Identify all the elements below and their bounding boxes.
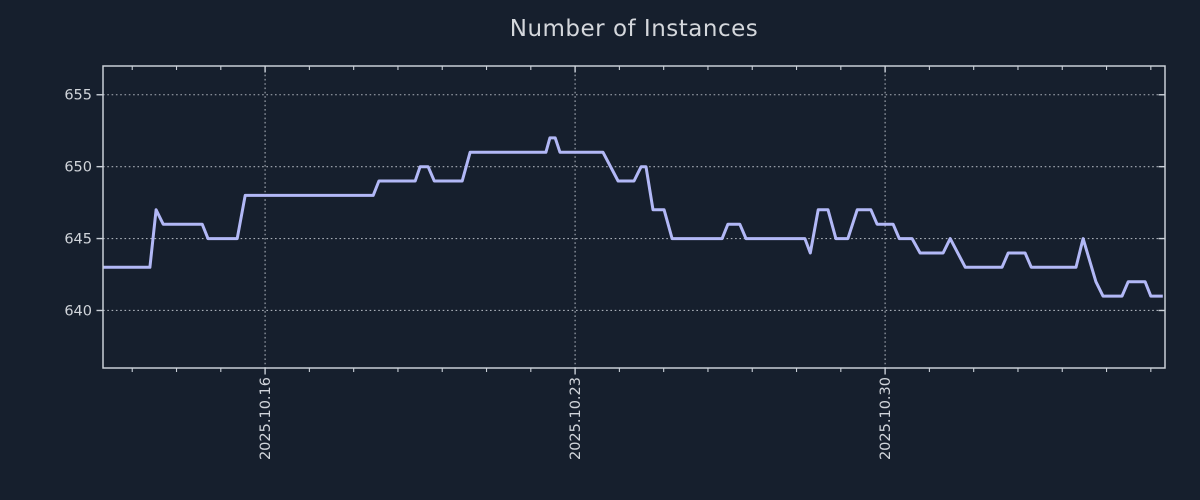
y-tick-label: 645: [64, 231, 92, 247]
x-tick-label: 2025.10.23: [568, 377, 584, 460]
chart-title: Number of Instances: [509, 16, 759, 42]
series-line: [103, 136, 1163, 298]
x-tick-label: 2025.10.30: [878, 377, 894, 460]
plot-border: [102, 65, 1166, 369]
y-tick-label: 650: [64, 159, 92, 175]
y-tick-label: 655: [64, 88, 92, 104]
y-tick-label: 640: [64, 303, 92, 319]
x-tick-label: 2025.10.16: [258, 377, 274, 460]
